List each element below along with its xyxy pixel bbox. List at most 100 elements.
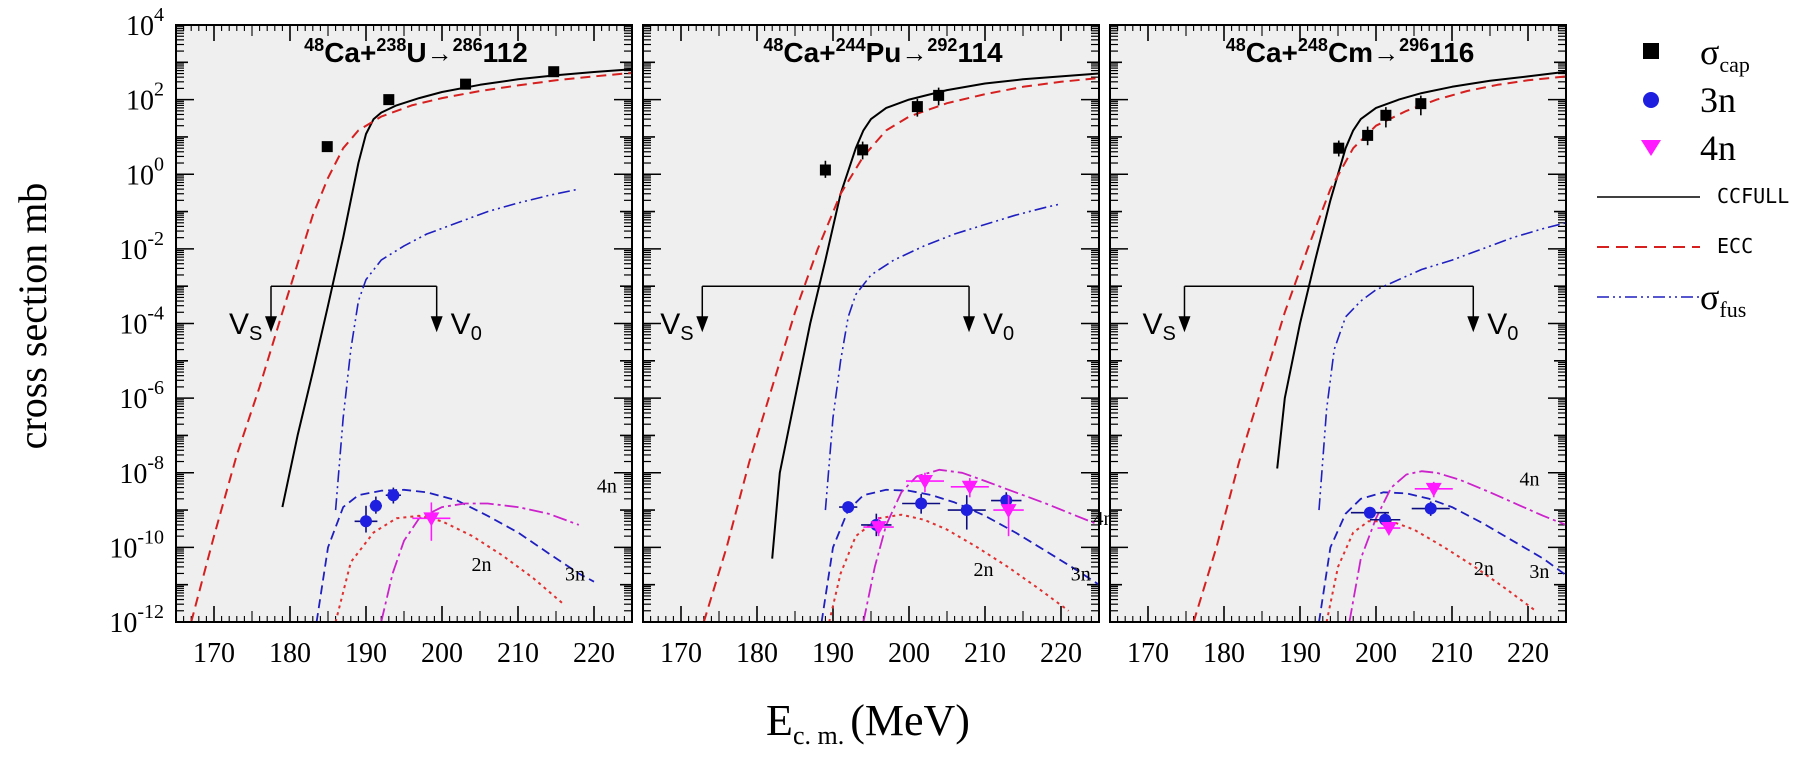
x-tick-label: 200 [888, 638, 930, 669]
plot-area [176, 25, 632, 622]
series-line-2n-calc [828, 513, 1070, 622]
x-tick-label: 170 [193, 638, 235, 669]
curve-label-3n: 3n [1071, 563, 1091, 585]
x-tick-label: 200 [1355, 638, 1397, 669]
vs-arrow-head [696, 316, 709, 333]
panel-title-a3: 286 [453, 35, 483, 55]
legend-label-fus: σfus [1700, 277, 1746, 322]
y-axis-label: cross section mb [10, 183, 55, 450]
point-3n [915, 497, 928, 510]
legend-marker-circle [1643, 92, 1659, 108]
capture-point [857, 144, 869, 156]
vs-label-sub: S [1162, 323, 1175, 345]
x-tick-label: 180 [736, 638, 778, 669]
x-axis-label-main: E [766, 696, 793, 745]
legend-label-sub: cap [1719, 52, 1750, 77]
x-tick-label: 170 [660, 638, 702, 669]
x-tick-label: 200 [421, 638, 463, 669]
point-4n [1380, 522, 1397, 537]
capture-point [819, 164, 831, 176]
panel-title: 48Ca+244Pu→292114 [763, 35, 1003, 68]
capture-point [383, 94, 395, 106]
legend-item-ecc: ECC [1597, 234, 1753, 258]
legend-label-main: 4n [1700, 128, 1736, 168]
x-tick-label: 220 [573, 638, 615, 669]
panel-title-e2: Pu [866, 37, 902, 68]
legend-label-ccfull: CCFULL [1717, 184, 1789, 208]
series-line-ecc [1192, 75, 1566, 622]
y-tick-label: 104 [126, 4, 164, 42]
legend-marker-triangle [1641, 140, 1661, 156]
point-3n [360, 515, 372, 528]
series-line-4n-calc [1348, 470, 1566, 622]
x-tick-label: 220 [1507, 638, 1549, 669]
series-line-2n-calc [334, 514, 565, 622]
v0-arrow-head [430, 316, 443, 333]
v0-label-main: V [451, 308, 471, 341]
v0-arrow-head [1467, 316, 1480, 333]
panel-title-a2: 248 [1298, 35, 1328, 55]
vs-label-sub: S [249, 323, 262, 345]
x-axis-label-sub: c. m. [793, 721, 844, 750]
y-tick-exponent: -12 [137, 601, 164, 623]
y-tick-label: 102 [126, 79, 164, 117]
point-4n [423, 512, 440, 527]
plot-frame [642, 24, 1100, 623]
x-tick-label: 220 [1040, 638, 1082, 669]
vs-label: VS [660, 308, 693, 345]
legend-label-main: CCFULL [1717, 184, 1789, 208]
x-axis-label-unit: (MeV) [850, 696, 970, 745]
plot-content: VS V0 [1142, 70, 1566, 622]
point-3n [1424, 502, 1437, 515]
panel-title-e1: Ca+ [783, 37, 835, 68]
curve-label-2n: 2n [1474, 558, 1494, 580]
capture-point [1380, 109, 1392, 121]
x-tick-label: 180 [1203, 638, 1245, 669]
panel-title-e1: Ca+ [324, 37, 376, 68]
point-4n [1425, 482, 1442, 497]
y-tick-base: 10 [109, 533, 137, 564]
capture-point [1415, 98, 1427, 110]
y-tick-label: 10-2 [119, 228, 164, 266]
series-line-4n-calc [380, 502, 580, 622]
curve-label-2n: 2n [472, 554, 492, 576]
vs-arrow-head [265, 316, 277, 333]
point-3n [960, 504, 973, 517]
capture-point [548, 66, 560, 78]
panel-title-e1: Ca+ [1246, 37, 1298, 68]
y-tick-exponent: -2 [147, 228, 164, 250]
point-3n [369, 499, 382, 512]
point-4n [916, 475, 933, 490]
y-tick-exponent: 2 [154, 79, 164, 101]
y-tick-base: 10 [126, 86, 154, 117]
v0-label-main: V [983, 308, 1003, 341]
y-tick-exponent: -4 [147, 303, 164, 325]
plot-frame [1109, 24, 1567, 623]
vs-label-sub: S [680, 323, 693, 345]
x-axis-label: Ec. m. (MeV) [766, 696, 970, 750]
panel-title-e2: Cm [1328, 37, 1373, 68]
y-tick-label: 10-4 [119, 303, 164, 341]
v0-label-sub: 0 [1003, 323, 1014, 345]
plot-content: VS V0 [190, 66, 632, 622]
y-tick-exponent: -8 [147, 452, 164, 474]
series-line-ccfull [1276, 70, 1566, 469]
y-tick-exponent: -10 [137, 526, 164, 548]
series-line-ccfull [771, 72, 1099, 559]
y-tick-label: 10-6 [119, 377, 164, 415]
panel-title-a2: 244 [836, 35, 866, 55]
panel-title-e3: 112 [483, 37, 528, 68]
x-tick-label: 170 [1127, 638, 1169, 669]
x-tick-label: 190 [812, 638, 854, 669]
x-tick-label: 190 [345, 638, 387, 669]
curve-label-4n: 4n [1520, 469, 1540, 491]
y-tick-exponent: -6 [147, 377, 164, 399]
y-tick-base: 10 [126, 11, 154, 42]
vs-label: VS [1142, 308, 1175, 345]
capture-point [460, 78, 472, 90]
y-tick-label: 10-10 [109, 526, 164, 564]
chart-panel-1: 170 180 190 200 210 22010410210010-210-410-61… [109, 4, 633, 669]
x-tick-label: 210 [964, 638, 1006, 669]
y-tick-exponent: 4 [154, 4, 164, 26]
